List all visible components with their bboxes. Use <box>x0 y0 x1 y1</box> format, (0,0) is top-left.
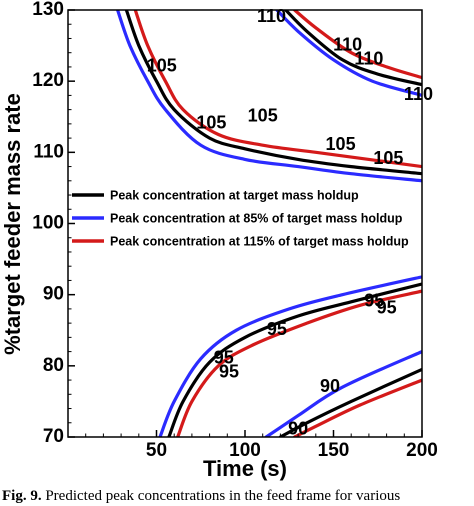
y-tick-label: 130 <box>32 0 64 20</box>
contour-label-90: 90 <box>320 376 340 396</box>
contour-label-95: 95 <box>377 298 397 318</box>
x-tick-label: 200 <box>406 440 438 461</box>
series-1 <box>124 10 422 437</box>
contour-label-95: 95 <box>219 362 239 382</box>
contour-line-95-series-3 <box>176 289 422 437</box>
x-tick-label: 100 <box>229 440 261 461</box>
contour-line-95-series-2 <box>158 275 422 437</box>
contour-line-90-series-3 <box>293 378 422 437</box>
contour-line-90-series-2 <box>264 350 422 437</box>
contour-label-105: 105 <box>248 106 278 126</box>
legend-label-2: Peak concentration at 85% of target mass… <box>110 212 403 226</box>
contour-label-95: 95 <box>214 347 234 367</box>
contour-line-90-series-1 <box>278 367 422 437</box>
y-tick-label: 90 <box>43 284 64 305</box>
series-layer <box>116 10 422 437</box>
contour-label-110: 110 <box>333 34 362 54</box>
caption-prefix: Fig. 9. <box>2 488 42 504</box>
contour-line-110-series-2 <box>275 10 422 97</box>
contour-label-110: 110 <box>257 6 286 26</box>
y-tick-label: 110 <box>33 141 64 162</box>
figure-caption: Fig. 9. Predicted peak concentrations in… <box>0 488 474 506</box>
series-3 <box>133 10 422 437</box>
y-tick-label: 120 <box>32 70 64 91</box>
y-axis-title: %target feeder mass rate <box>0 93 25 355</box>
contour-label-90: 90 <box>288 419 308 439</box>
contour-label-110: 110 <box>404 84 433 104</box>
contour-label-110: 110 <box>354 49 383 69</box>
y-tick-label: 100 <box>32 213 64 234</box>
contour-label-105: 105 <box>326 134 356 154</box>
x-tick-label: 150 <box>318 440 350 461</box>
contour-line-95-series-1 <box>167 282 422 437</box>
caption-text: Predicted peak concentrations in the fee… <box>41 488 401 504</box>
contour-line-105-series-3 <box>133 10 422 169</box>
contour-line-110-series-1 <box>284 10 422 87</box>
legend: Peak concentration at target mass holdup… <box>72 189 409 249</box>
y-tick-label: 70 <box>43 426 64 447</box>
contour-label-105: 105 <box>373 148 403 168</box>
x-axis-title: Time (s) <box>203 456 287 481</box>
contour-line-105-series-2 <box>116 10 422 183</box>
series-2 <box>116 10 422 437</box>
contour-label-95: 95 <box>364 291 384 311</box>
contour-label-105: 105 <box>147 56 177 76</box>
tick-layer: 50 100 150 200 70 80 90 100 110 120 130 <box>32 0 438 461</box>
y-tick-label: 80 <box>43 355 64 376</box>
legend-label-3: Peak concentration at 115% of target mas… <box>110 235 409 249</box>
x-tick-label: 50 <box>146 440 167 461</box>
legend-label-1: Peak concentration at target mass holdup <box>110 189 359 203</box>
contour-label-105: 105 <box>196 113 226 133</box>
contour-label-95: 95 <box>267 319 287 339</box>
contour-line-105-series-1 <box>124 10 422 176</box>
contour-line-110-series-3 <box>293 10 422 80</box>
